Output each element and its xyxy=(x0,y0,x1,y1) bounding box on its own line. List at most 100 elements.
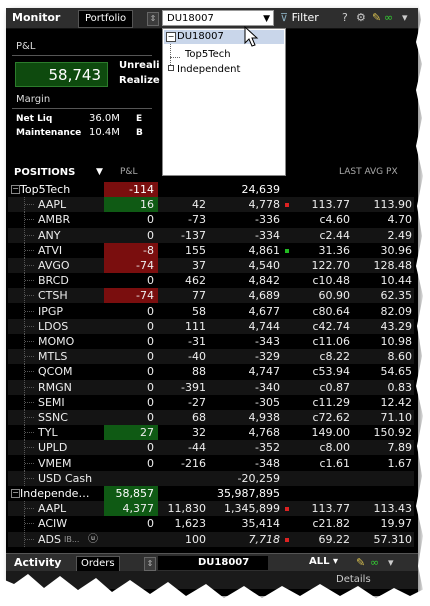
tree-connector xyxy=(24,501,26,517)
table-row[interactable]: ADS IB... ⓤ 100 7,718 69.22 57.310 xyxy=(8,531,414,547)
tree-connector xyxy=(25,508,34,510)
pnl-cell: 0 xyxy=(147,319,154,333)
pnl-cell: 0 xyxy=(147,380,154,394)
tree-connector xyxy=(25,447,34,449)
collapse-icon[interactable]: − xyxy=(11,488,20,498)
wrench-icon[interactable]: ✎ xyxy=(356,556,366,569)
table-row[interactable]: CTSH -74 77 4,689 60.90 62.35 xyxy=(8,288,414,304)
collapse-icon[interactable]: − xyxy=(11,184,20,194)
table-row[interactable]: SSNC 0 68 4,938 c72.62 71.10 xyxy=(8,410,414,425)
position-cell: -40 xyxy=(188,350,206,364)
avg-price-cell: 10.44 xyxy=(380,274,413,288)
last-price-cell xyxy=(290,486,350,501)
tick-indicator-icon xyxy=(285,537,289,542)
pnl-cell: 0 xyxy=(147,411,154,424)
account-select[interactable]: DU18007 ▼ xyxy=(162,10,274,26)
last-price-cell: c0.87 xyxy=(319,380,350,394)
pnl-cell: 0 xyxy=(147,365,154,379)
table-row[interactable]: ACIW 0 1,623 35,414 c21.82 19.97 xyxy=(8,516,414,532)
table-row[interactable]: LDOS 0 111 4,744 c42.74 43.29 xyxy=(8,318,414,334)
table-row[interactable]: USD Cash -20,259 xyxy=(8,470,414,486)
wrench-icon[interactable]: ✎ xyxy=(372,11,382,24)
help-icon[interactable]: ? xyxy=(342,11,348,24)
table-row[interactable]: UPLD 0 -44 -352 c8.00 7.89 xyxy=(8,440,414,456)
table-row[interactable]: VMEM 0 -216 -348 c1.61 1.67 xyxy=(8,455,414,471)
pnl-cell: 0 xyxy=(147,350,154,364)
table-row[interactable]: AVGO -74 37 4,540 122.70 128.48 xyxy=(8,258,414,273)
group-row[interactable]: − Independe… 58,857 35,987,895 xyxy=(8,486,414,501)
market-value-cell: 35,414 xyxy=(241,517,281,531)
table-row[interactable]: QCOM 0 88 4,747 c53.94 54.65 xyxy=(8,364,414,380)
collapse-icon[interactable]: − xyxy=(166,32,176,42)
position-cell: 88 xyxy=(192,365,206,379)
tree-connector xyxy=(25,538,34,541)
table-row[interactable]: ATVI -8 155 4,861 31.36 30.96 xyxy=(8,242,414,258)
table-row[interactable]: ANY 0 -137 -334 c2.44 2.49 xyxy=(8,227,414,243)
dropdown-item-independent[interactable]: Independent xyxy=(177,64,241,75)
all-label: ALL xyxy=(309,556,330,567)
tree-connector xyxy=(25,341,34,343)
info-icon[interactable]: ⓤ xyxy=(88,533,98,545)
filter-button[interactable]: ⊽ Filter xyxy=(280,11,319,24)
tree-connector xyxy=(24,197,26,213)
symbol-cell: USD Cash xyxy=(38,471,93,485)
market-value-cell: 4,861 xyxy=(248,243,281,257)
position-cell xyxy=(158,486,206,501)
positions-header: POSITIONS ▼ P&L LAST AVG PX xyxy=(14,167,414,181)
market-value-cell: 4,744 xyxy=(248,319,281,333)
symbol-cell: AAPL xyxy=(38,502,67,516)
tab-spinner[interactable]: ⇕ xyxy=(144,557,156,571)
activity-title: Activity xyxy=(14,556,62,569)
pnl-cell: -74 xyxy=(104,288,158,304)
pnl-cell xyxy=(104,471,158,486)
table-row[interactable]: RMGN 0 -391 -340 c0.87 0.83 xyxy=(8,379,414,395)
details-column-header[interactable]: Details xyxy=(336,574,371,585)
tab-spinner[interactable]: ⇕ xyxy=(147,12,159,26)
avg-price-cell: 0.83 xyxy=(387,380,413,394)
pnl-cell: 0 xyxy=(147,274,154,288)
tab-orders[interactable]: Orders xyxy=(76,556,120,572)
last-price-cell: c42.74 xyxy=(312,319,350,333)
tree-connector xyxy=(25,432,34,434)
symbol-cell: ADS xyxy=(38,532,61,546)
menu-icon[interactable]: ▾ xyxy=(388,556,394,569)
tree-connector xyxy=(24,334,26,349)
tree-connector xyxy=(24,516,26,532)
table-row[interactable]: IPGP 0 58 4,677 c80.64 82.09 xyxy=(8,303,414,319)
table-row[interactable]: AAPL 16 42 4,778 113.77 113.90 xyxy=(8,197,414,213)
last-avg-column-header[interactable]: LAST AVG PX xyxy=(339,167,398,177)
dropdown-item-top5tech[interactable]: Top5Tech xyxy=(185,49,231,60)
all-filter[interactable]: ALL ▾ xyxy=(309,556,338,567)
tree-connector xyxy=(24,531,26,547)
settings-icon[interactable]: ⚙ xyxy=(356,11,366,24)
tree-connector xyxy=(24,242,26,258)
activity-account[interactable]: DU18007 xyxy=(158,556,268,570)
table-row[interactable]: MTLS 0 -40 -329 c8.22 8.60 xyxy=(8,349,414,365)
tab-portfolio[interactable]: Portfolio xyxy=(78,10,134,28)
dropdown-item-du18007[interactable]: DU18007 xyxy=(177,31,224,42)
position-cell: 42 xyxy=(192,198,206,212)
last-price-cell: c72.62 xyxy=(312,411,350,424)
activity-column-headers: Details xyxy=(6,571,418,589)
table-row[interactable]: BRCD 0 462 4,842 c10.48 10.44 xyxy=(8,273,414,289)
link-icon[interactable]: ∞ xyxy=(384,11,394,24)
pnl-cell: 27 xyxy=(104,425,158,441)
table-row[interactable]: AAPL 4,377 11,830 1,345,899 113.77 113.43 xyxy=(8,501,414,517)
avg-price-cell: 4.70 xyxy=(387,213,413,227)
divider xyxy=(12,108,152,109)
table-row[interactable]: TYL 27 32 4,768 149.00 150.92 xyxy=(8,425,414,441)
positions-header-label[interactable]: POSITIONS xyxy=(14,167,76,178)
market-value-cell: 4,677 xyxy=(248,304,281,318)
tree-connector xyxy=(25,204,34,206)
tree-connector xyxy=(25,280,34,282)
pnl-column-header[interactable]: P&L xyxy=(120,167,138,177)
menu-icon[interactable]: ▾ xyxy=(402,11,408,24)
table-row[interactable]: SEMI 0 -27 -305 c11.29 12.42 xyxy=(8,394,414,410)
positions-menu-icon[interactable]: ▼ xyxy=(96,167,103,177)
table-row[interactable]: AMBR 0 -73 -336 c4.60 4.70 xyxy=(8,212,414,228)
net-liq-trailing: E xyxy=(136,114,143,124)
link-icon[interactable]: ∞ xyxy=(370,556,380,569)
table-row[interactable]: MOMO 0 -31 -343 c11.06 10.98 xyxy=(8,334,414,349)
group-row[interactable]: − Top5Tech -114 24,639 xyxy=(8,182,414,197)
tree-connector xyxy=(24,212,26,228)
